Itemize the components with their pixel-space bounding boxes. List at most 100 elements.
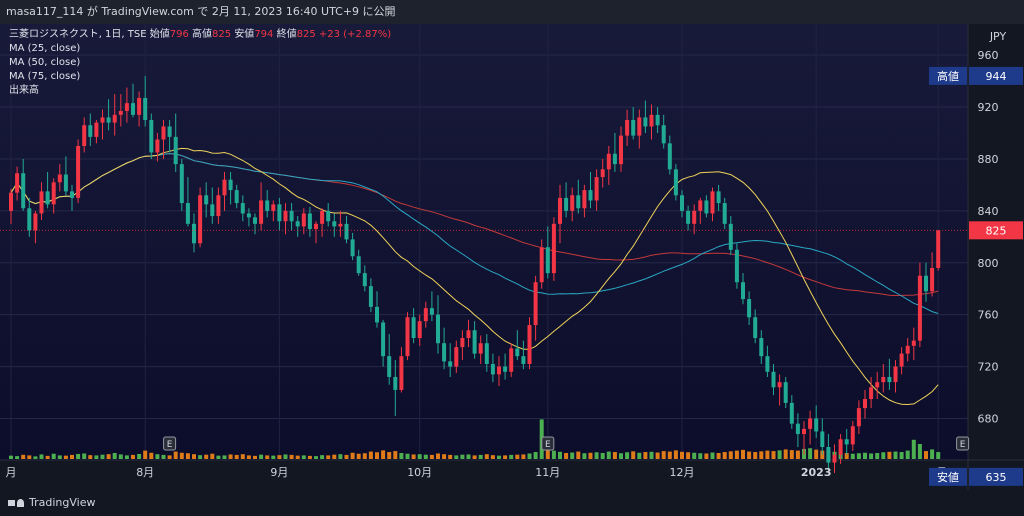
candle-body xyxy=(198,195,203,244)
candle xyxy=(442,327,447,370)
price-tick-label: 960 xyxy=(978,49,999,62)
candle-body xyxy=(301,213,306,227)
volume-bar xyxy=(271,455,276,459)
candle-body xyxy=(94,122,99,137)
candle xyxy=(149,113,154,159)
candle-body xyxy=(57,174,62,183)
close-value: 825 xyxy=(296,29,316,40)
volume-bar xyxy=(100,454,105,459)
volume-bar xyxy=(106,454,111,459)
candle xyxy=(936,230,941,271)
candle-body xyxy=(216,195,221,217)
earnings-badge-text: E xyxy=(167,440,173,450)
volume-bar xyxy=(716,453,721,459)
candle xyxy=(637,109,642,149)
plot-background xyxy=(0,24,968,460)
volume-bar xyxy=(210,453,215,459)
candle-body xyxy=(27,208,32,231)
volume-bar xyxy=(57,455,62,459)
candle-body xyxy=(484,343,489,364)
publish-info-text: masa117_114 が TradingView.com で 2月 11, 2… xyxy=(6,5,396,18)
candle xyxy=(850,421,855,451)
candle-body xyxy=(808,418,813,429)
volume-bar xyxy=(198,455,203,459)
candle xyxy=(161,120,166,159)
candle-body xyxy=(899,353,904,367)
candle-body xyxy=(161,126,166,140)
candle-body xyxy=(911,340,916,346)
volume-bar xyxy=(863,452,867,459)
candle xyxy=(716,184,721,211)
candle-body xyxy=(558,197,562,224)
volume-bar xyxy=(771,451,776,459)
candle xyxy=(917,262,922,348)
symbol-name[interactable]: 三菱ロジスネクスト, 1日, TSE xyxy=(9,29,147,40)
volume-bar xyxy=(155,454,160,459)
time-tick-label: 8月 xyxy=(136,466,154,479)
candle-body xyxy=(503,366,508,372)
open-value: 796 xyxy=(169,29,189,40)
ma50-legend[interactable]: MA (50, close) xyxy=(9,57,81,68)
time-axis-background xyxy=(0,460,1024,490)
price-label-value: 825 xyxy=(986,224,1007,237)
candle xyxy=(33,210,38,244)
volume-bar xyxy=(295,455,300,459)
volume-bar xyxy=(326,455,331,459)
volume-legend[interactable]: 出来高 xyxy=(9,85,39,96)
candle-body xyxy=(698,200,703,211)
candle xyxy=(295,216,300,237)
candle xyxy=(179,158,184,211)
legend: 三菱ロジスネクスト, 1日, TSE 始値796 高値825 安値794 終値8… xyxy=(9,28,391,98)
volume-bar xyxy=(228,454,233,459)
candle-body xyxy=(741,282,745,300)
volume-bar xyxy=(436,453,440,459)
candle-body xyxy=(45,191,50,205)
candle-body xyxy=(673,169,678,196)
candle-body xyxy=(777,382,782,388)
volume-bar xyxy=(631,451,636,459)
candle-body xyxy=(307,213,312,230)
candle-body xyxy=(875,382,880,388)
volume-bar xyxy=(417,454,422,459)
candle xyxy=(466,319,471,348)
volume-bar xyxy=(307,455,312,459)
volume-bar xyxy=(112,453,117,459)
volume-bar xyxy=(619,453,623,459)
chart-area[interactable]: JPY 680 720 760 800 840 880 920 960 月 8月 9月 10月 11月… xyxy=(0,24,1024,490)
candle xyxy=(15,166,20,201)
volume-bar xyxy=(490,455,495,459)
candle-body xyxy=(527,325,532,364)
candle xyxy=(747,291,752,326)
candle xyxy=(490,353,495,383)
volume-bar xyxy=(472,455,477,459)
tradingview-logo[interactable]: TradingView xyxy=(8,490,95,516)
candle xyxy=(63,156,68,196)
publish-info-bar: masa117_114 が TradingView.com で 2月 11, 2… xyxy=(0,0,1024,24)
price-chart[interactable]: JPY 680 720 760 800 840 880 920 960 月 8月 9月 10月 11月… xyxy=(0,24,1024,490)
candle-body xyxy=(70,191,74,198)
candle-body xyxy=(551,223,556,274)
ma25-legend[interactable]: MA (25, close) xyxy=(9,43,81,54)
candle-body xyxy=(625,120,630,136)
price-label: 825 xyxy=(0,221,1023,240)
volume-bar xyxy=(253,455,257,459)
candle xyxy=(930,252,935,297)
volume-bar xyxy=(350,452,355,459)
price-label-value-bg xyxy=(969,221,1023,240)
volume-bar xyxy=(637,452,642,459)
volume-bar xyxy=(521,454,526,459)
candle xyxy=(417,314,422,346)
candle-body xyxy=(722,203,727,224)
volume-bar xyxy=(887,451,892,459)
candle xyxy=(338,210,343,237)
candle xyxy=(655,107,660,133)
candle-body xyxy=(326,210,331,222)
price-label-value-bg xyxy=(969,467,1023,486)
candle-body xyxy=(253,217,257,224)
candle xyxy=(112,94,117,136)
candle-body xyxy=(759,338,764,357)
candle xyxy=(625,109,630,146)
candle-body xyxy=(728,223,733,250)
ma75-legend[interactable]: MA (75, close) xyxy=(9,71,81,82)
candle xyxy=(76,139,81,204)
